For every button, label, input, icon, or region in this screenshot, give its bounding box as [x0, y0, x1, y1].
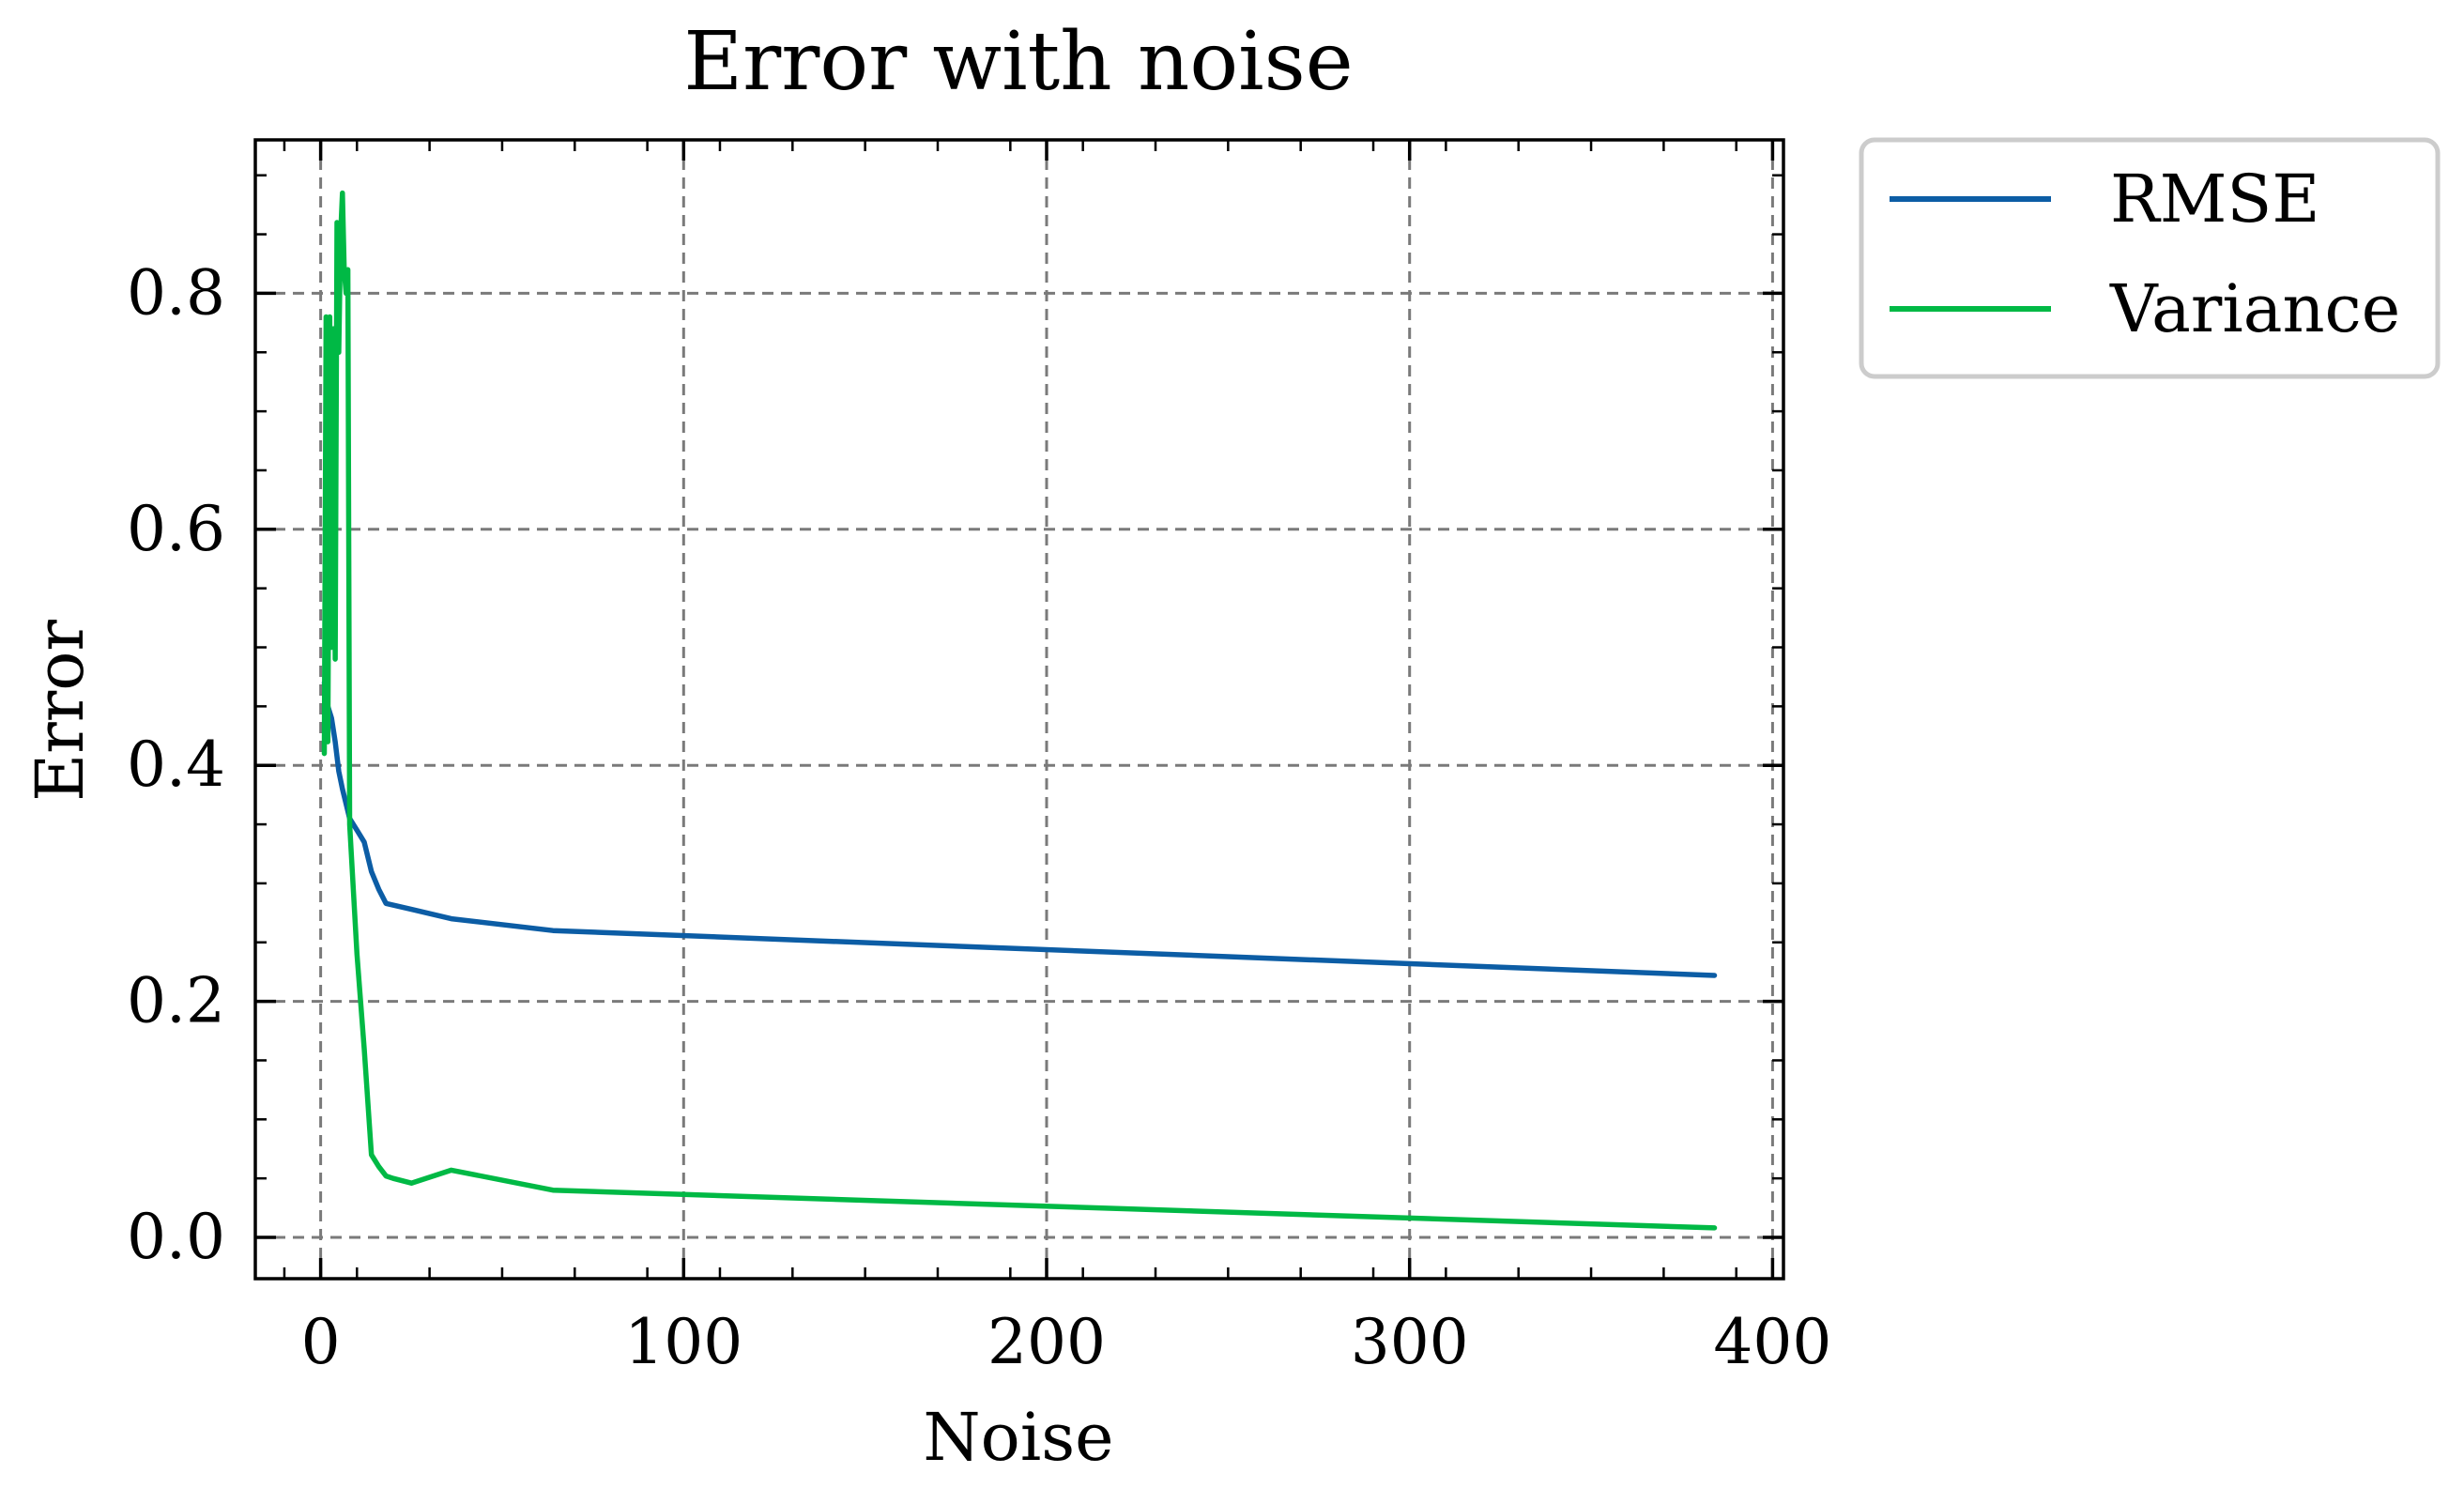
x-axis-label: Noise: [923, 1399, 1113, 1476]
legend: RMSE Variance: [1859, 137, 2441, 379]
plot-area-frame: [253, 138, 1785, 1281]
x-tick-label: 300: [1351, 1306, 1469, 1378]
y-tick-label: 0.6: [127, 493, 225, 565]
x-tick-label: 0: [301, 1306, 341, 1378]
y-axis-label: Error: [22, 620, 99, 802]
y-tick-label: 0.4: [127, 729, 225, 801]
y-tick-label: 0.2: [127, 965, 225, 1037]
y-tick-label: 0.0: [127, 1201, 225, 1273]
x-tick-label: 200: [987, 1306, 1106, 1378]
legend-label-rmse: RMSE: [2110, 161, 2319, 238]
x-tick-label: 400: [1713, 1306, 1831, 1378]
y-tick-label: 0.8: [127, 256, 225, 329]
tick-labels: 0 100 200 300 400 0.0 0.2 0.4 0.6 0.8: [127, 256, 1831, 1378]
grid: [255, 140, 1783, 1279]
chart-title: Error with noise: [683, 15, 1353, 109]
legend-label-variance: Variance: [2109, 270, 2400, 347]
axis-ticks: [255, 140, 1783, 1279]
series-line-rmse: [321, 680, 1718, 978]
series-line-variance: [321, 190, 1718, 1231]
series-lines: [321, 190, 1718, 1231]
x-tick-label: 100: [624, 1306, 742, 1378]
